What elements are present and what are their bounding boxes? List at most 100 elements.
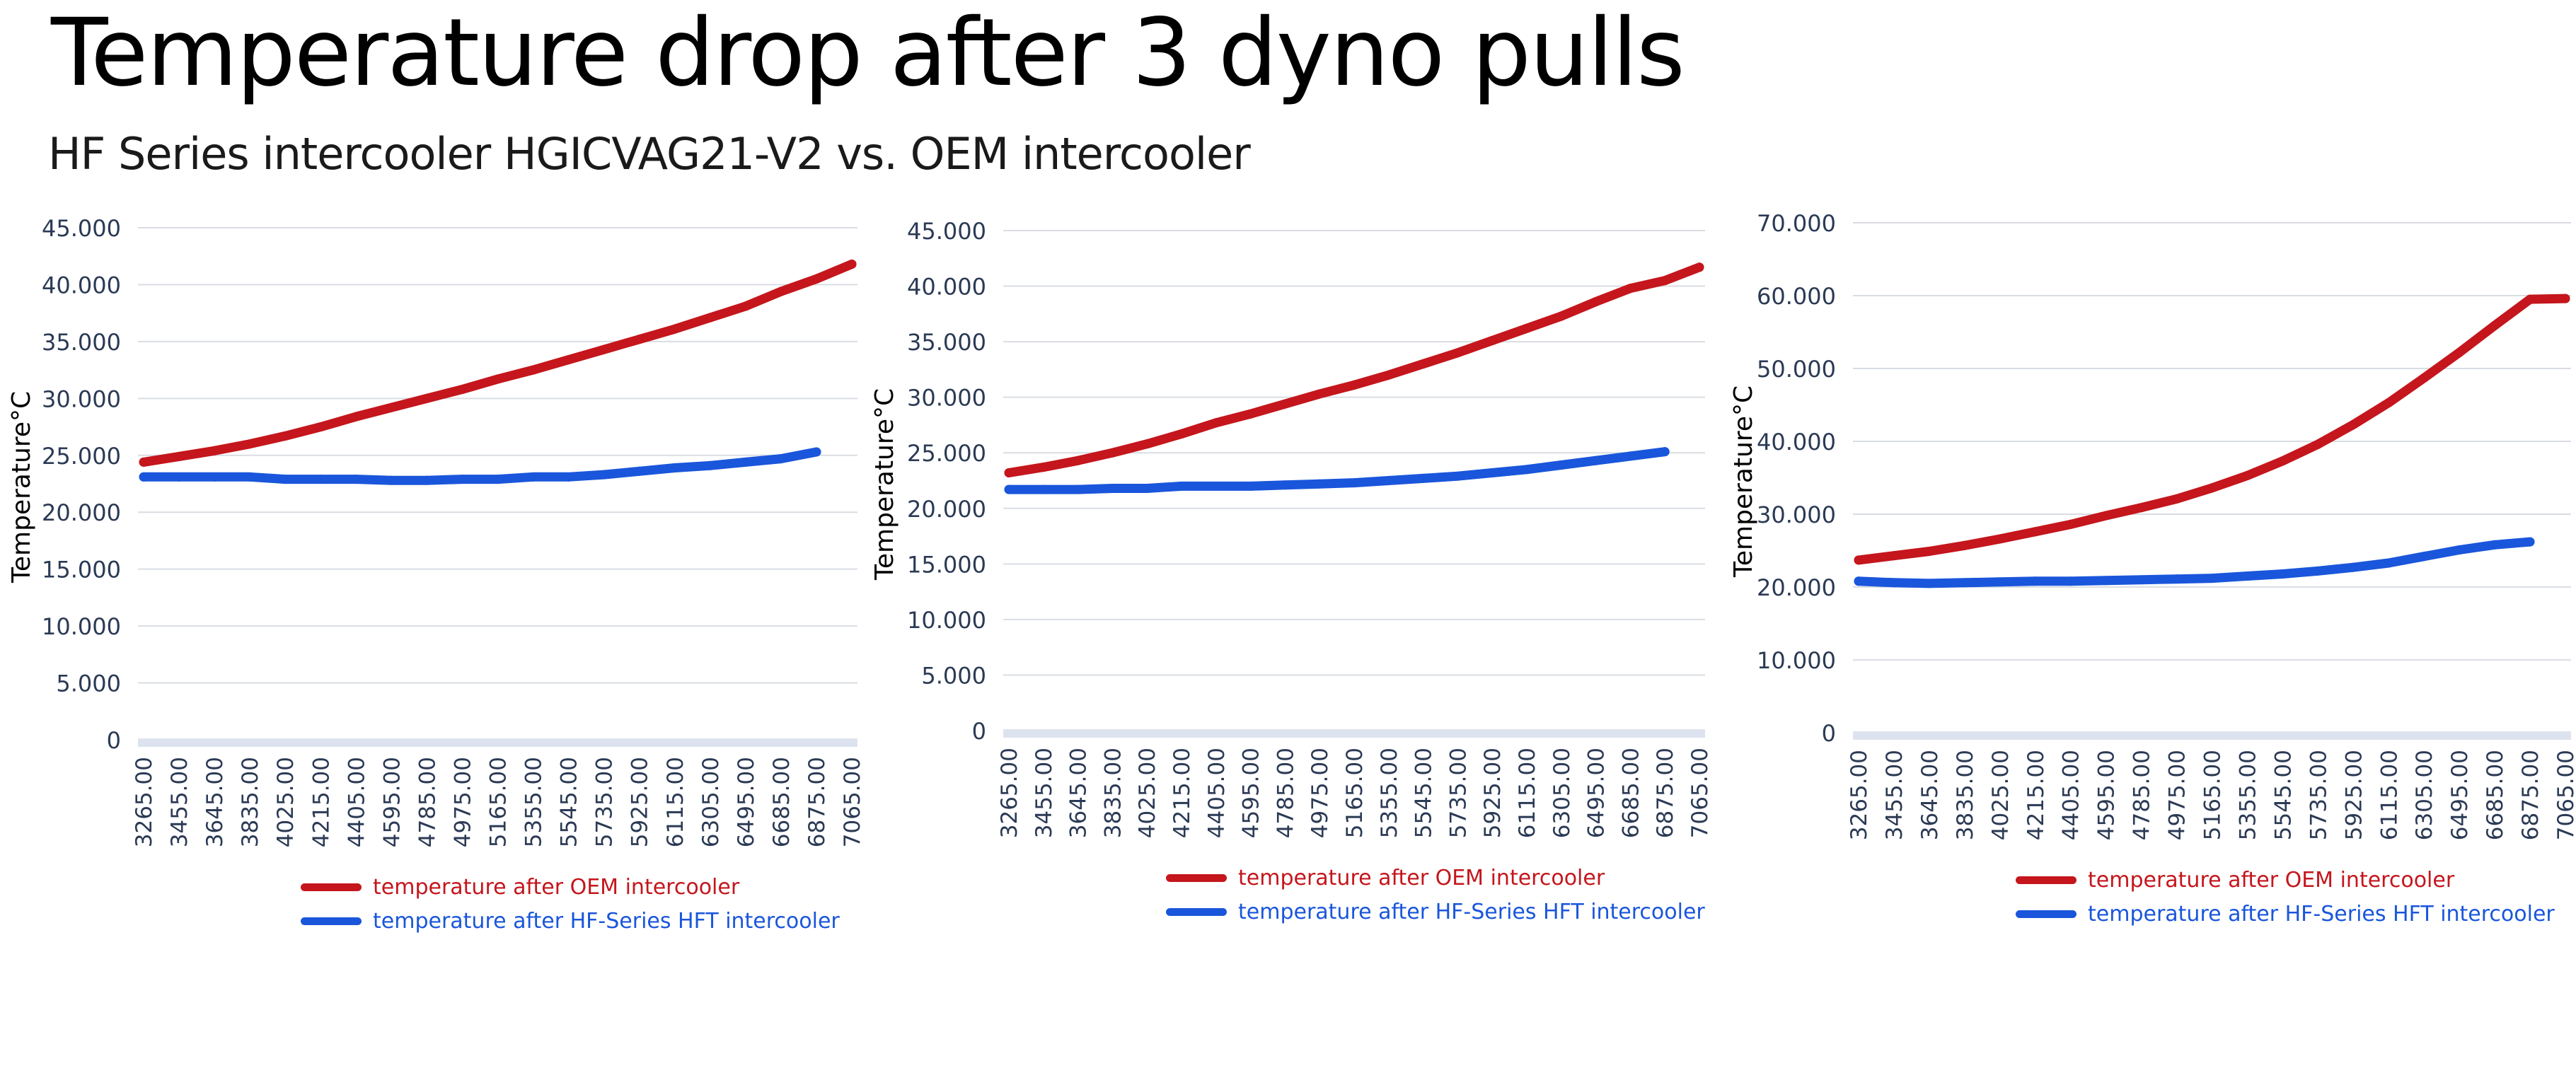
chart-svg: 0 10.000 20.000 30.000 40.000 50.000 60.000 70.… — [1757, 210, 2576, 840]
x-tick-label: 4025.00 — [1135, 748, 1160, 838]
x-tick-label: 6875.00 — [804, 757, 830, 847]
data-point — [209, 472, 219, 482]
x-tick-label: 6685.00 — [1618, 748, 1644, 838]
y-tick-label: 25.000 — [42, 443, 121, 470]
data-point — [776, 286, 786, 296]
legend-label: temperature after HF-Series HFT intercoo… — [2088, 901, 2555, 927]
legend-swatch — [301, 883, 362, 891]
data-point — [386, 402, 396, 412]
x-tick-label: 5355.00 — [1377, 748, 1402, 838]
x-tick-label: 6495.00 — [734, 757, 759, 847]
data-point — [1522, 465, 1532, 475]
x-tick-label: 4975.00 — [2165, 750, 2190, 840]
data-point — [1384, 370, 1394, 380]
y-tick-label: 0 — [107, 727, 121, 754]
data-point — [280, 475, 290, 484]
data-point — [2277, 456, 2287, 466]
data-point — [1452, 471, 1462, 481]
data-point — [422, 393, 432, 403]
data-point — [2490, 320, 2500, 330]
x-tick-label: 3455.00 — [1032, 748, 1057, 838]
data-point — [1419, 359, 1428, 369]
y-tick-label: 30.000 — [1757, 501, 1836, 528]
data-point — [493, 374, 502, 384]
data-point — [1924, 547, 1934, 557]
data-point — [1246, 409, 1256, 419]
data-point — [1349, 478, 1359, 488]
x-tick-label: 5165.00 — [2200, 750, 2226, 840]
data-point — [2066, 576, 2076, 586]
legend-item: temperature after HF-Series HFT intercoo… — [2016, 897, 2555, 931]
y-tick-label: 20.000 — [907, 496, 986, 523]
data-point — [174, 472, 184, 482]
y-tick-label: 0 — [1822, 720, 1836, 747]
x-tick-label: 3835.00 — [1100, 748, 1126, 838]
data-point — [1660, 447, 1670, 457]
data-point — [2384, 558, 2393, 568]
y-tick-label: 45.000 — [907, 218, 986, 245]
y-tick-label: 40.000 — [42, 272, 121, 298]
x-tick-label: 6305.00 — [698, 757, 724, 847]
data-point — [2313, 566, 2323, 576]
page-title: Temperature drop after 3 dyno pulls — [51, 0, 1685, 108]
x-tick-label: 5735.00 — [1445, 748, 1471, 838]
x-tick-label: 3455.00 — [1882, 750, 1907, 840]
x-tick-label: 5165.00 — [486, 757, 512, 847]
series-line-hf — [1854, 537, 2535, 588]
data-point — [635, 466, 645, 476]
x-tick-label: 5545.00 — [557, 757, 582, 847]
data-point — [1280, 399, 1290, 409]
data-point — [351, 475, 361, 484]
legend-swatch — [1166, 873, 1227, 882]
x-tick-label: 4595.00 — [2094, 750, 2120, 840]
data-point — [2137, 575, 2147, 585]
legend-swatch — [1166, 907, 1227, 916]
data-point — [2242, 571, 2252, 581]
chart-legend: temperature after OEM intercooler tempera… — [2016, 863, 2555, 931]
x-axis-line — [138, 738, 857, 747]
y-tick-label: 45.000 — [42, 215, 121, 242]
data-point — [847, 259, 857, 269]
data-point — [1960, 578, 1970, 588]
data-point — [139, 472, 149, 482]
data-point — [705, 460, 715, 470]
x-tick-label: 4975.00 — [450, 757, 475, 847]
data-point — [1349, 380, 1359, 390]
data-point — [1889, 551, 1899, 561]
legend-item: temperature after OEM intercooler — [2016, 863, 2555, 897]
data-point — [351, 412, 361, 422]
x-tick-label: 5355.00 — [2235, 750, 2260, 840]
legend-swatch — [301, 917, 362, 925]
legend-item: temperature after OEM intercooler — [301, 870, 840, 904]
y-tick-label: 70.000 — [1757, 210, 1836, 237]
data-point — [2242, 470, 2252, 480]
x-tick-label: 3455.00 — [167, 757, 192, 847]
x-tick-label: 3645.00 — [202, 757, 228, 847]
x-tick-label: 6495.00 — [1584, 748, 1610, 838]
x-tick-label: 7065.00 — [840, 757, 865, 847]
data-point — [245, 472, 255, 482]
data-point — [599, 470, 609, 480]
x-tick-label: 5735.00 — [2306, 750, 2331, 840]
data-point — [2313, 439, 2323, 449]
x-tick-label: 6685.00 — [769, 757, 795, 847]
x-tick-label: 4975.00 — [1307, 748, 1333, 838]
y-tick-label: 30.000 — [907, 385, 986, 412]
y-tick-label: 15.000 — [42, 557, 121, 583]
data-point — [2560, 294, 2570, 303]
x-tick-label: 4405.00 — [344, 757, 369, 847]
x-tick-label: 6495.00 — [2447, 750, 2473, 840]
data-point — [2031, 527, 2040, 537]
x-tick-label: 6305.00 — [2412, 750, 2437, 840]
data-point — [422, 475, 432, 485]
data-point — [1004, 484, 1014, 494]
legend-item: temperature after OEM intercooler — [1166, 861, 1705, 895]
data-point — [741, 301, 751, 311]
data-point — [1591, 455, 1601, 465]
data-point — [1073, 455, 1083, 465]
series-line-hf — [139, 447, 821, 485]
data-point — [1419, 473, 1428, 483]
x-tick-label: 4025.00 — [273, 757, 299, 847]
data-point — [386, 475, 396, 485]
data-point — [2384, 397, 2393, 407]
